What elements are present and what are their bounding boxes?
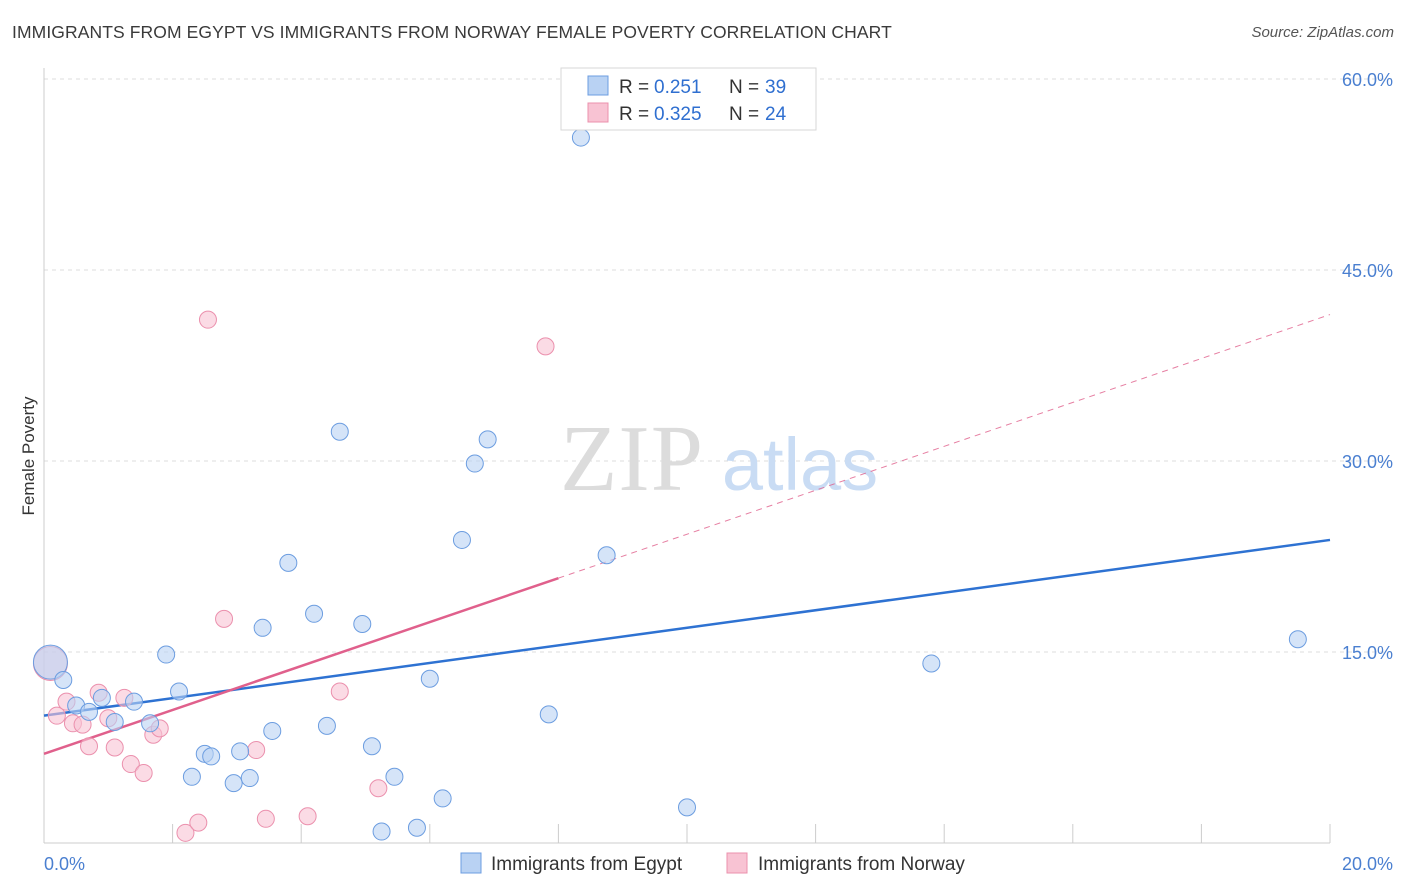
point-egypt-18: [279, 553, 298, 572]
trend-line-norway-extension: [558, 314, 1331, 579]
point-norway-15: [189, 813, 208, 832]
legend-norway-n-label: N =: [729, 104, 759, 125]
point-egypt-32: [539, 705, 558, 724]
point-norway-16: [198, 310, 217, 329]
point-egypt-23: [362, 737, 381, 756]
data-points: [32, 128, 1307, 842]
point-egypt-27: [420, 669, 439, 688]
point-egypt-25: [385, 767, 404, 786]
point-egypt-37: [1288, 630, 1307, 649]
chart-title: IMMIGRANTS FROM EGYPT VS IMMIGRANTS FROM…: [12, 22, 892, 42]
point-egypt-16: [253, 618, 272, 637]
point-egypt-7: [141, 714, 160, 733]
trend-line-egypt: [43, 538, 1331, 717]
point-norway-8: [105, 738, 124, 757]
legend-egypt-r-label: R =: [619, 77, 649, 98]
point-egypt-1: [54, 671, 73, 690]
series-legend: Immigrants from Egypt Immigrants from No…: [460, 852, 965, 875]
series-legend-egypt-label: Immigrants from Egypt: [491, 854, 683, 875]
watermark-zip: ZIP: [560, 407, 704, 511]
point-egypt-36: [922, 654, 941, 673]
point-egypt-13: [224, 774, 243, 793]
y-axis-label: Female Poverty: [19, 396, 38, 516]
legend-egypt-r-value: 0.251: [654, 77, 702, 98]
point-norway-5: [80, 737, 99, 756]
grid: [44, 78, 1393, 653]
point-norway-1: [47, 706, 66, 725]
point-egypt-15: [240, 769, 259, 788]
point-egypt-0: [32, 644, 68, 680]
legend: R = 0.251 N = 39 R = 0.325 N = 24: [560, 67, 817, 131]
point-egypt-30: [465, 454, 484, 473]
point-egypt-28: [433, 789, 452, 808]
axes: [43, 68, 1331, 844]
watermark: ZIP atlas: [560, 407, 878, 511]
chart-source: Source: ZipAtlas.com: [1251, 24, 1394, 41]
point-norway-18: [247, 741, 266, 760]
point-egypt-34: [597, 546, 616, 565]
point-norway-20: [298, 807, 317, 826]
legend-swatch-egypt: [587, 75, 609, 96]
point-norway-22: [369, 779, 388, 798]
x-tick-label-min: 0.0%: [44, 854, 85, 874]
legend-swatch-norway: [587, 102, 609, 123]
watermark-atlas: atlas: [722, 423, 878, 506]
point-egypt-31: [478, 430, 497, 449]
point-egypt-8: [157, 645, 176, 664]
point-egypt-3: [80, 702, 99, 721]
trend-line-norway: [43, 576, 559, 756]
point-egypt-24: [372, 822, 391, 841]
x-tick-label-max: 20.0%: [1342, 854, 1393, 874]
legend-egypt-n-label: N =: [729, 77, 759, 98]
y-tick-label-15: 15.0%: [1342, 643, 1393, 663]
y-tick-label-60: 60.0%: [1342, 70, 1393, 90]
point-egypt-17: [263, 721, 282, 740]
point-egypt-14: [231, 742, 250, 761]
legend-norway-r-value: 0.325: [654, 104, 702, 125]
legend-egypt-n-value: 39: [765, 77, 786, 98]
point-egypt-6: [125, 692, 144, 711]
point-egypt-26: [407, 818, 426, 837]
point-egypt-5: [105, 713, 124, 732]
point-norway-17: [215, 609, 234, 628]
point-norway-23: [536, 337, 555, 356]
point-egypt-4: [92, 688, 111, 707]
point-norway-19: [256, 809, 275, 828]
point-egypt-19: [305, 604, 324, 623]
series-legend-swatch-norway: [726, 852, 748, 874]
point-egypt-20: [317, 716, 336, 735]
point-egypt-35: [678, 798, 696, 817]
point-egypt-21: [330, 422, 349, 441]
point-norway-14: [176, 823, 195, 842]
y-tick-label-45: 45.0%: [1342, 261, 1393, 281]
point-egypt-22: [353, 614, 372, 633]
y-tick-label-30: 30.0%: [1342, 452, 1393, 472]
series-legend-norway-label: Immigrants from Norway: [758, 854, 965, 875]
point-egypt-9: [170, 682, 189, 701]
series-legend-swatch-egypt: [460, 852, 482, 874]
point-egypt-10: [182, 767, 201, 786]
legend-norway-r-label: R =: [619, 104, 649, 125]
point-norway-10: [121, 755, 140, 774]
legend-norway-n-value: 24: [765, 104, 787, 125]
y-tick-labels: 15.0% 30.0% 45.0% 60.0%: [1342, 70, 1393, 663]
point-norway-21: [330, 682, 349, 701]
point-norway-11: [134, 763, 153, 782]
point-egypt-33: [571, 128, 590, 147]
point-egypt-12: [202, 747, 221, 766]
point-egypt-29: [452, 530, 471, 549]
trend-lines: [43, 314, 1331, 756]
